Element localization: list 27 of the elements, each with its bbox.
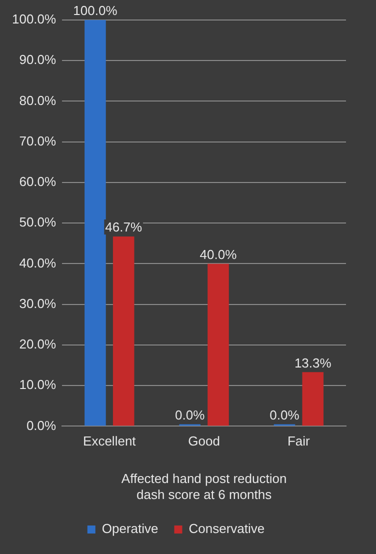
- y-tick-label: 90.0%: [19, 52, 57, 68]
- data-label: 40.0%: [200, 246, 238, 262]
- y-tick-label: 80.0%: [19, 92, 57, 108]
- x-tick-label: Good: [188, 434, 220, 449]
- data-label: 0.0%: [175, 407, 206, 422]
- y-tick-label: 100.0%: [12, 12, 57, 27]
- x-tick-label: Excellent: [83, 434, 136, 449]
- bar: [208, 264, 229, 426]
- bar: [302, 372, 324, 426]
- y-tick-label: 0.0%: [26, 418, 57, 433]
- y-tick-label: 40.0%: [19, 255, 57, 270]
- bar: [84, 20, 106, 426]
- x-tick-label: Fair: [287, 434, 311, 449]
- y-tick-label: 10.0%: [19, 377, 57, 392]
- y-tick-label: 30.0%: [19, 296, 57, 311]
- data-label: 0.0%: [270, 407, 300, 422]
- y-tick-label: 20.0%: [19, 336, 57, 352]
- x-axis-title: Affected hand post reduction dash score at 6 months: [121, 471, 287, 502]
- data-label: 46.7%: [105, 220, 142, 235]
- data-label: 100.0%: [73, 3, 118, 18]
- data-label: 13.3%: [294, 355, 332, 370]
- y-tick-label: 70.0%: [19, 133, 57, 148]
- legend-label: Conservative: [188, 521, 265, 536]
- bar: [112, 236, 134, 426]
- y-tick-label: 50.0%: [19, 214, 57, 230]
- legend-label: Operative: [102, 521, 158, 536]
- y-tick-label: 60.0%: [19, 174, 57, 190]
